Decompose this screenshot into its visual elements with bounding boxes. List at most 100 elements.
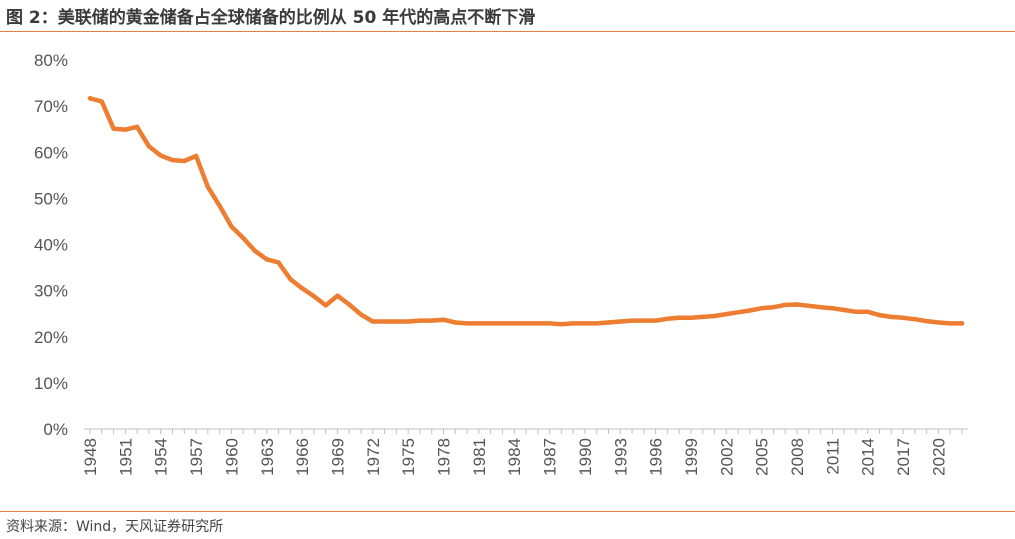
plot-area (87, 96, 965, 327)
data-point (193, 153, 199, 159)
x-tick-label: 1981 (470, 438, 489, 476)
x-tick-label: 1993 (611, 438, 630, 476)
data-point (853, 309, 859, 315)
data-point (724, 311, 729, 317)
data-point (606, 320, 611, 325)
x-tick-label: 1972 (364, 438, 383, 476)
x-tick-label: 1948 (81, 438, 100, 476)
data-point (205, 184, 211, 190)
data-point (500, 321, 505, 326)
x-tick-label: 2008 (788, 438, 807, 476)
data-point (806, 303, 812, 309)
data-point (264, 257, 269, 262)
data-point (335, 293, 340, 298)
data-point (311, 293, 317, 299)
data-point (618, 319, 623, 324)
data-point (358, 312, 364, 317)
data-point (676, 315, 682, 321)
data-point (877, 312, 882, 318)
data-point (488, 321, 493, 326)
data-point (476, 321, 482, 326)
data-point (688, 315, 694, 321)
data-point (240, 235, 246, 241)
x-tick-label: 2017 (894, 438, 913, 476)
data-point (99, 99, 104, 104)
y-tick-label: 0% (43, 420, 68, 439)
x-tick-label: 1990 (576, 438, 595, 476)
data-point (830, 305, 835, 311)
data-point (382, 319, 387, 324)
x-tick-label: 1984 (505, 438, 524, 476)
x-tick-label: 2020 (929, 438, 948, 476)
x-tick-label: 1978 (435, 438, 454, 476)
data-point (453, 320, 458, 325)
data-point (370, 319, 376, 324)
x-tick-label: 1975 (399, 438, 418, 476)
data-point (299, 286, 305, 291)
x-axis: 1948 1951 1954 1957 1960 1963 1966 1969 1972 1975… (81, 428, 968, 476)
data-point (170, 157, 175, 163)
data-point (629, 318, 635, 323)
data-point (783, 302, 788, 308)
data-point (547, 321, 552, 326)
data-point (865, 309, 870, 315)
data-point (323, 303, 328, 308)
x-tick-label: 1987 (541, 438, 560, 476)
data-point (217, 203, 222, 208)
data-point (394, 319, 399, 324)
data-point (111, 126, 116, 131)
x-tick-label: 2014 (859, 438, 878, 476)
data-point (841, 307, 847, 313)
data-point (123, 127, 128, 132)
x-tick-label: 1969 (328, 438, 347, 476)
data-point (347, 302, 352, 307)
data-point (653, 318, 658, 323)
x-tick-label: 1996 (647, 438, 666, 476)
data-point (889, 314, 894, 320)
data-point (818, 305, 823, 310)
data-point (735, 310, 741, 315)
data-point (771, 305, 776, 310)
data-point (87, 96, 93, 101)
data-point (924, 318, 929, 324)
data-point (900, 315, 906, 321)
data-point (276, 260, 281, 265)
data-point (712, 313, 717, 319)
data-point (912, 317, 918, 322)
data-point (948, 321, 953, 326)
data-point (158, 153, 163, 158)
data-point (570, 321, 576, 326)
data-point (464, 321, 470, 326)
y-tick-label: 20% (34, 328, 68, 347)
data-point (700, 314, 705, 320)
data-point (794, 302, 800, 307)
header-rule (0, 31, 1015, 32)
data-point (559, 322, 564, 327)
data-point (582, 321, 588, 326)
data-point (134, 124, 140, 130)
data-point (229, 224, 234, 229)
y-tick-label: 40% (34, 236, 68, 255)
x-tick-label: 1999 (682, 438, 701, 476)
data-point (512, 321, 517, 326)
data-point (936, 320, 941, 325)
x-tick-label: 2002 (717, 438, 736, 476)
data-point (441, 317, 446, 322)
data-point (417, 318, 423, 323)
data-point (523, 321, 529, 326)
y-axis: 0% 10% 20% 30% 40% 50% 60% 70% 80% (34, 51, 68, 439)
series-line (87, 96, 965, 327)
data-point (146, 144, 152, 149)
data-point (665, 316, 670, 321)
data-point (535, 321, 540, 326)
y-tick-label: 80% (34, 51, 68, 70)
x-tick-label: 2011 (823, 438, 842, 475)
data-point (288, 276, 293, 282)
data-point (405, 319, 411, 324)
y-tick-label: 30% (34, 282, 68, 301)
data-point (429, 318, 434, 323)
x-tick-label: 2005 (753, 438, 772, 476)
x-tick-label: 1951 (116, 438, 135, 476)
data-point (252, 248, 258, 254)
x-tick-label: 1963 (258, 438, 277, 476)
